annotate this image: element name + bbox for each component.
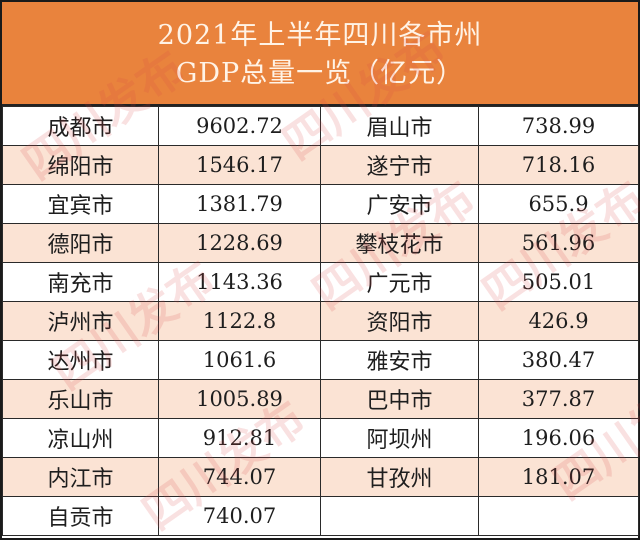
gdp-value: 1122.8: [158, 301, 321, 341]
gdp-value: 1228.69: [158, 223, 321, 263]
gdp-value: 9602.72: [158, 106, 321, 146]
city-name: 雅安市: [320, 340, 479, 380]
table-row: 自贡市 740.07: [2, 496, 639, 536]
gdp-value: 181.07: [478, 457, 639, 497]
title-line-1: 2021年上半年四川各市州: [157, 20, 483, 51]
city-name: 凉山州: [2, 418, 159, 458]
city-name: 南充市: [2, 262, 159, 302]
city-name: 乐山市: [2, 379, 159, 419]
gdp-value: 426.9: [478, 301, 639, 341]
city-name: 成都市: [2, 106, 159, 146]
gdp-value: 377.87: [478, 379, 639, 419]
gdp-value: 744.07: [158, 457, 321, 497]
gdp-value: 561.96: [478, 223, 639, 263]
city-name: 资阳市: [320, 301, 479, 341]
gdp-value: 505.01: [478, 262, 639, 302]
gdp-value: 1381.79: [158, 184, 321, 224]
city-name: 甘孜州: [320, 457, 479, 497]
table-row: 宜宾市 1381.79 广安市 655.9: [2, 184, 639, 224]
city-name-empty: [320, 496, 479, 536]
city-name: 泸州市: [2, 301, 159, 341]
city-name: 绵阳市: [2, 145, 159, 185]
city-name: 广元市: [320, 262, 479, 302]
table-row: 达州市 1061.6 雅安市 380.47: [2, 340, 639, 380]
gdp-value-empty: [478, 496, 639, 536]
table-row: 成都市 9602.72 眉山市 738.99: [2, 106, 639, 146]
table-header: 2021年上半年四川各市州 GDP总量一览（亿元）: [2, 2, 638, 106]
city-name: 广安市: [320, 184, 479, 224]
gdp-value: 655.9: [478, 184, 639, 224]
gdp-value: 1005.89: [158, 379, 321, 419]
city-name: 自贡市: [2, 496, 159, 536]
gdp-value: 1061.6: [158, 340, 321, 380]
gdp-value: 196.06: [478, 418, 639, 458]
city-name: 德阳市: [2, 223, 159, 263]
gdp-value: 718.16: [478, 145, 639, 185]
table-row: 泸州市 1122.8 资阳市 426.9: [2, 301, 639, 341]
gdp-value: 1546.17: [158, 145, 321, 185]
city-name: 攀枝花市: [320, 223, 479, 263]
table-row: 德阳市 1228.69 攀枝花市 561.96: [2, 223, 639, 263]
gdp-value: 740.07: [158, 496, 321, 536]
gdp-value: 380.47: [478, 340, 639, 380]
city-name: 遂宁市: [320, 145, 479, 185]
title-line-2: GDP总量一览（亿元）: [175, 58, 465, 89]
city-name: 内江市: [2, 457, 159, 497]
table-row: 南充市 1143.36 广元市 505.01: [2, 262, 639, 302]
gdp-table: 成都市 9602.72 眉山市 738.99 绵阳市 1546.17 遂宁市 7…: [2, 106, 639, 536]
table-row: 凉山州 912.81 阿坝州 196.06: [2, 418, 639, 458]
city-name: 宜宾市: [2, 184, 159, 224]
gdp-value: 738.99: [478, 106, 639, 146]
table-row: 绵阳市 1546.17 遂宁市 718.16: [2, 145, 639, 185]
gdp-value: 912.81: [158, 418, 321, 458]
city-name: 巴中市: [320, 379, 479, 419]
table-row: 内江市 744.07 甘孜州 181.07: [2, 457, 639, 497]
gdp-value: 1143.36: [158, 262, 321, 302]
city-name: 眉山市: [320, 106, 479, 146]
city-name: 达州市: [2, 340, 159, 380]
table-row: 乐山市 1005.89 巴中市 377.87: [2, 379, 639, 419]
city-name: 阿坝州: [320, 418, 479, 458]
